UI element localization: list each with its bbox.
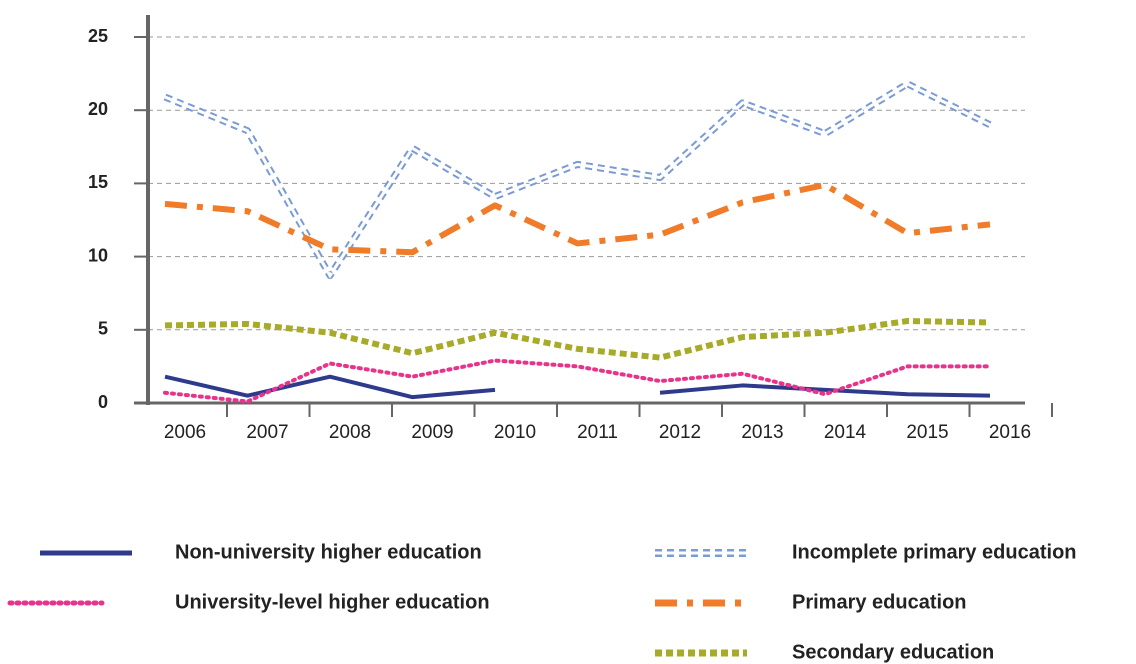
x-tick-label: 2012 — [659, 422, 701, 443]
legend-label: University-level higher education — [175, 591, 490, 613]
series-line — [164, 181, 991, 256]
x-tick-label: 2014 — [824, 422, 867, 443]
y-tick-label: 0 — [98, 392, 108, 412]
legend-label: Primary education — [792, 591, 967, 613]
y-tick-label: 25 — [88, 26, 108, 46]
y-tick-label: 20 — [88, 99, 108, 119]
series-line-inner — [164, 82, 991, 279]
x-tick-label: 2006 — [164, 422, 206, 443]
series-line — [164, 374, 991, 400]
x-tick-label: 2015 — [906, 422, 948, 443]
x-tick-label: 2016 — [989, 422, 1031, 443]
x-tick-label: 2011 — [577, 422, 618, 443]
y-tick-label: 5 — [98, 319, 108, 339]
x-tick-label: 2009 — [411, 422, 453, 443]
y-tick-label: 10 — [88, 245, 108, 265]
legend-label: Non-university higher education — [175, 541, 482, 563]
legend-label: Secondary education — [792, 641, 994, 663]
y-tick-label: 15 — [88, 172, 108, 192]
x-tick-label: 2010 — [494, 422, 536, 443]
x-tick-label: 2008 — [329, 422, 371, 443]
series-line — [163, 80, 992, 280]
x-tick-label: 2013 — [741, 422, 783, 443]
x-tick-label: 2007 — [246, 422, 288, 443]
legend-label: Incomplete primary education — [792, 541, 1077, 563]
series-line — [164, 318, 991, 361]
series-line — [163, 358, 992, 404]
